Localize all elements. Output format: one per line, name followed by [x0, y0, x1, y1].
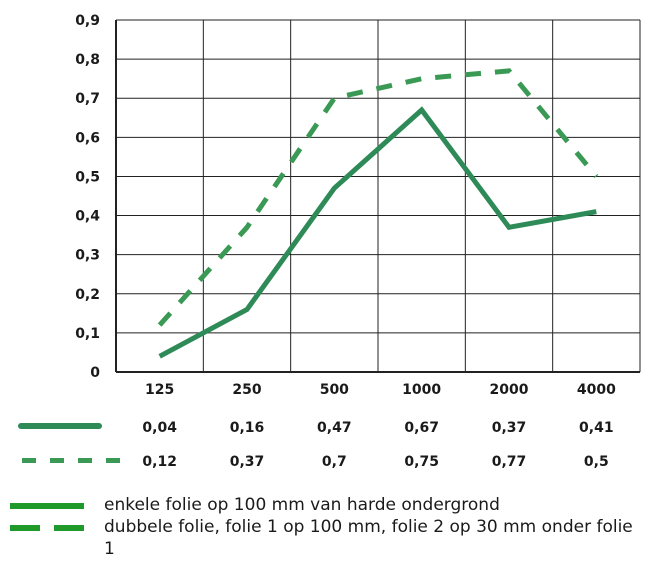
- table-value: 0,37: [230, 454, 265, 470]
- table-value: 0,77: [492, 454, 527, 470]
- x-tick-label: 1000: [402, 382, 441, 398]
- series-line-solid: [158, 106, 597, 359]
- series-lines: [157, 68, 599, 359]
- x-tick-label: 2000: [490, 382, 529, 398]
- table-value: 0,67: [404, 420, 439, 436]
- y-tick-label: 0,3: [75, 248, 100, 264]
- legend-swatch-dashed: [10, 525, 84, 531]
- y-tick-label: 0,1: [75, 326, 100, 342]
- table-value: 0,7: [322, 454, 347, 470]
- legend-label: enkele folie op 100 mm van harde ondergr…: [104, 495, 500, 515]
- table-value: 0,5: [584, 454, 609, 470]
- x-tick-label: 4000: [577, 382, 616, 398]
- chart: 0 0,1 0,2 0,3 0,4 0,5 0,6 0,7 0,8 0,9 125 250 500 10…: [18, 13, 641, 470]
- legend-item-solid: enkele folie op 100 mm van harde ondergr…: [8, 494, 640, 516]
- legend-label: dubbele folie, folie 1 op 100 mm, folie …: [104, 517, 633, 559]
- y-tick-label: 0,5: [75, 169, 100, 185]
- y-tick-label: 0,8: [75, 52, 100, 68]
- table-swatch-dashed: [22, 458, 36, 463]
- table-value: 0,75: [404, 454, 439, 470]
- y-tick-label: 0,6: [75, 130, 100, 146]
- table-value: 0,04: [142, 420, 177, 436]
- y-tick-label: 0: [90, 365, 100, 381]
- table-swatch-dashed: [78, 458, 92, 463]
- table-swatch-solid: [18, 423, 102, 429]
- legend-item-dashed: dubbele folie, folie 1 op 100 mm, folie …: [8, 516, 640, 568]
- series-line-dashed: [157, 68, 599, 327]
- x-tick-label: 500: [320, 382, 349, 398]
- x-axis-ticks: 125 250 500 1000 2000 4000: [145, 382, 616, 398]
- y-tick-label: 0,4: [75, 209, 100, 225]
- table-value: 0,16: [230, 420, 265, 436]
- y-tick-label: 0,2: [75, 287, 100, 303]
- x-tick-label: 250: [232, 382, 261, 398]
- table-value: 0,41: [579, 420, 614, 436]
- value-table: 0,04 0,16 0,47 0,67 0,37 0,41 0,12 0,37 0,7 0,75 0…: [18, 420, 614, 470]
- x-tick-label: 125: [145, 382, 174, 398]
- y-tick-label: 0,9: [75, 13, 100, 29]
- table-swatch-dashed: [50, 458, 64, 463]
- y-axis-ticks: 0 0,1 0,2 0,3 0,4 0,5 0,6 0,7 0,8 0,9: [75, 13, 100, 381]
- table-value: 0,37: [492, 420, 527, 436]
- table-value: 0,12: [142, 454, 177, 470]
- grid: [115, 19, 641, 373]
- table-swatch-dashed: [106, 458, 120, 463]
- legend: enkele folie op 100 mm van harde ondergr…: [8, 494, 640, 568]
- table-value: 0,47: [317, 420, 352, 436]
- legend-swatch-solid: [10, 503, 84, 509]
- y-tick-label: 0,7: [75, 91, 100, 107]
